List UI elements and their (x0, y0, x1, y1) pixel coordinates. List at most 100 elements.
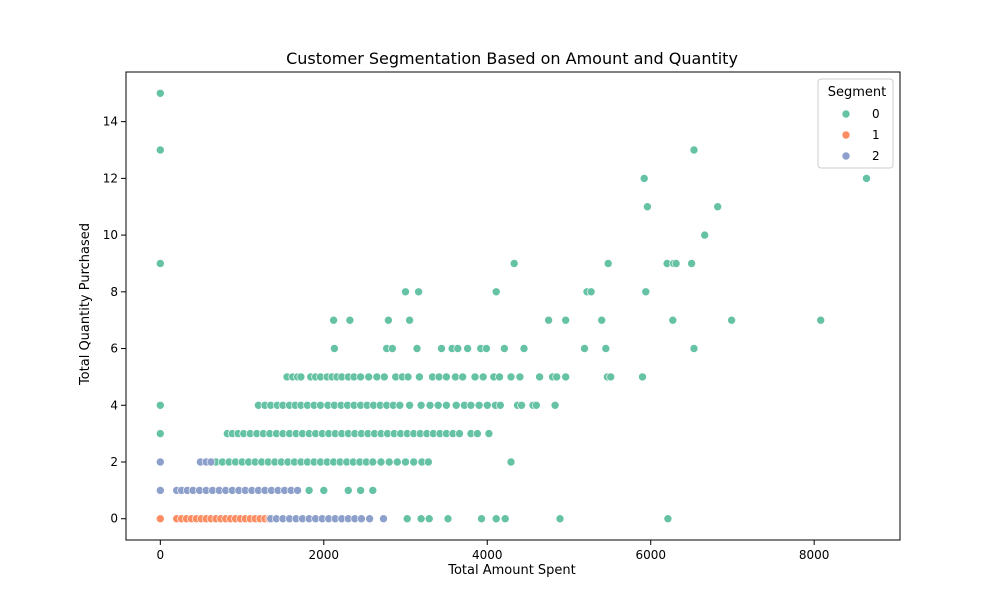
data-point-segment-0 (405, 315, 414, 325)
data-point-segment-0 (463, 344, 472, 353)
legend-label-segment-1: 1 (872, 128, 880, 142)
data-point-segment-0 (639, 174, 649, 183)
data-point-segment-0 (316, 400, 325, 410)
data-point-segment-0 (405, 400, 414, 410)
data-point-segment-0 (364, 372, 374, 382)
data-point-segment-0 (561, 315, 571, 325)
y-tick-label: 2 (110, 455, 118, 469)
data-point-segment-0 (727, 315, 736, 325)
data-point-segment-0 (356, 372, 365, 382)
data-point-segment-0 (368, 486, 378, 495)
data-point-segment-0 (401, 287, 410, 297)
data-point-segment-0 (555, 514, 565, 524)
data-point-segment-2 (156, 457, 165, 467)
data-point-segment-0 (376, 457, 386, 467)
data-point-segment-0 (156, 400, 165, 410)
data-point-segment-0 (482, 344, 491, 353)
data-point-segment-0 (453, 344, 463, 353)
data-point-segment-0 (643, 202, 652, 211)
data-point-segment-0 (343, 486, 353, 495)
data-point-segment-0 (519, 344, 529, 353)
data-point-segment-0 (515, 372, 525, 382)
y-tick-label: 8 (110, 285, 118, 299)
x-axis-label: Total Amount Spent (447, 563, 576, 578)
data-point-segment-0 (402, 514, 412, 524)
data-point-segment-0 (330, 344, 339, 353)
data-point-segment-0 (500, 514, 510, 524)
data-point-segment-0 (368, 457, 378, 467)
data-point-segment-0 (586, 287, 596, 297)
data-point-segment-0 (544, 315, 553, 325)
data-point-segment-0 (470, 372, 480, 382)
x-tick-label: 0 (157, 548, 165, 562)
data-point-segment-0 (296, 372, 306, 382)
data-point-segment-0 (416, 400, 426, 410)
y-tick-label: 14 (103, 115, 118, 129)
data-point-segment-0 (473, 429, 482, 438)
legend-box (817, 78, 894, 169)
y-tick-label: 4 (110, 398, 118, 412)
data-point-segment-0 (506, 457, 516, 467)
data-point-segment-0 (443, 514, 453, 524)
legend-marker-segment-1 (841, 130, 851, 140)
data-point-segment-0 (491, 514, 501, 524)
data-point-segment-0 (668, 315, 678, 325)
data-point-segment-0 (455, 429, 464, 438)
points-layer (156, 89, 871, 524)
data-point-segment-0 (345, 315, 355, 325)
data-point-segment-0 (506, 372, 516, 382)
data-point-segment-0 (156, 429, 165, 438)
data-point-segment-0 (414, 287, 423, 297)
data-point-segment-0 (482, 400, 492, 410)
data-point-segment-0 (403, 372, 413, 382)
data-point-segment-0 (580, 344, 589, 353)
data-point-segment-0 (713, 202, 723, 211)
legend: Segment 0 1 2 (817, 78, 894, 169)
data-point-segment-0 (384, 315, 393, 325)
data-point-segment-0 (477, 514, 486, 524)
data-point-segment-0 (437, 344, 446, 353)
data-point-segment-0 (415, 372, 424, 382)
data-point-segment-0 (451, 400, 461, 410)
data-point-segment-0 (491, 287, 501, 297)
data-point-segment-0 (606, 372, 616, 382)
data-point-segment-0 (663, 514, 673, 524)
legend-items: 0 1 2 (841, 107, 880, 163)
chart-title: Customer Segmentation Based on Amount an… (286, 49, 738, 68)
data-point-segment-0 (862, 174, 871, 183)
y-tick-label: 12 (103, 171, 118, 185)
data-point-segment-0 (409, 457, 419, 467)
data-point-segment-0 (601, 344, 611, 353)
x-tick-label: 2000 (309, 548, 340, 562)
data-point-segment-0 (304, 486, 314, 495)
data-point-segment-0 (424, 514, 434, 524)
data-point-segment-0 (458, 372, 468, 382)
data-point-segment-2 (206, 457, 216, 467)
data-point-segment-0 (356, 486, 365, 495)
data-point-segment-0 (561, 372, 571, 382)
data-point-segment-0 (671, 259, 681, 268)
data-point-segment-0 (474, 400, 484, 410)
x-tick-label: 8000 (799, 548, 830, 562)
data-point-segment-0 (442, 372, 451, 382)
data-point-segment-0 (412, 344, 422, 353)
data-point-segment-0 (687, 259, 696, 268)
data-point-segment-0 (424, 457, 433, 467)
data-point-segment-0 (395, 400, 405, 410)
data-point-segment-2 (365, 514, 374, 524)
plot-area-frame (125, 71, 901, 541)
legend-label-segment-2: 2 (872, 149, 880, 163)
data-point-segment-0 (495, 400, 505, 410)
x-tick-label: 6000 (635, 548, 666, 562)
data-point-segment-0 (816, 315, 826, 325)
y-tick-label: 6 (110, 342, 118, 356)
data-point-segment-0 (552, 372, 562, 382)
data-point-segment-0 (495, 372, 504, 382)
y-axis-ticks: 0 2 4 6 8 10 12 14 (103, 115, 126, 526)
data-point-segment-0 (641, 287, 651, 297)
data-point-segment-0 (433, 400, 443, 410)
data-point-segment-0 (401, 457, 410, 467)
data-point-segment-0 (603, 259, 613, 268)
data-point-segment-0 (550, 400, 560, 410)
